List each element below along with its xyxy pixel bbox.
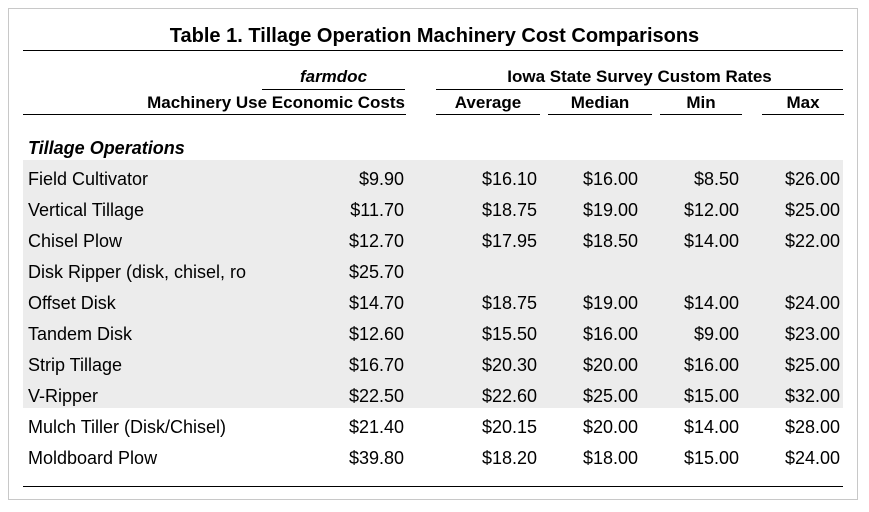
row-average-value: $17.95 [481,231,537,251]
row-max-value: $23.00 [784,324,840,344]
row-econ-value: $14.70 [348,293,404,313]
row-min-value: $8.50 [693,169,739,189]
row-average-value: $18.75 [481,200,537,220]
row-max-value: $22.00 [784,231,840,251]
row-econ-value: $9.90 [358,169,404,189]
row-median-value: $19.00 [582,293,638,313]
row-econ-value: $16.70 [348,355,404,375]
title-rule [23,50,843,51]
row-label: Chisel Plow [28,231,123,251]
farmdoc-header-rule [262,89,405,90]
row-label: V-Ripper [28,386,99,406]
min-header: Min [686,93,716,112]
row-label: Vertical Tillage [28,200,145,220]
row-max-value: $28.00 [784,417,840,437]
row-econ-value: $12.70 [348,231,404,251]
row-max-value: $26.00 [784,169,840,189]
row-average-value: $20.30 [481,355,537,375]
row-max-value: $24.00 [784,448,840,468]
row-econ-value: $11.70 [350,200,404,220]
row-average-value: $16.10 [481,169,537,189]
row-econ-value: $22.50 [348,386,404,406]
row-min-value: $14.00 [683,417,739,437]
row-median-value: $16.00 [582,324,638,344]
row-median-value: $25.00 [582,386,638,406]
row-label: Disk Ripper (disk, chisel, ro [28,262,247,282]
machinery-use-header: Machinery Use Economic Costs [147,93,405,112]
min-header-rule [660,114,742,115]
row-min-value: $14.00 [683,231,739,251]
row-min-value: $9.00 [693,324,739,344]
row-label: Moldboard Plow [28,448,158,468]
row-median-value: $18.50 [582,231,638,251]
survey-group-header: Iowa State Survey Custom Rates [507,67,772,86]
row-average-value: $22.60 [481,386,537,406]
row-median-value: $18.00 [582,448,638,468]
row-max-value: $25.00 [784,355,840,375]
row-econ-value: $25.70 [348,262,404,282]
farmdoc-header: farmdoc [299,67,368,86]
machinery-header-rule [23,114,406,115]
max-header-rule [762,114,844,115]
row-label: Strip Tillage [28,355,123,375]
row-econ-value: $12.60 [348,324,404,344]
row-label: Field Cultivator [28,169,149,189]
row-econ-value: $21.40 [348,417,404,437]
survey-header-rule [436,89,843,90]
table-title: Table 1. Tillage Operation Machinery Cos… [169,25,700,47]
row-average-value: $18.75 [481,293,537,313]
average-header: Average [454,93,522,112]
row-min-value: $12.00 [683,200,739,220]
row-min-value: $15.00 [683,386,739,406]
section-label: Tillage Operations [28,138,185,158]
row-min-value: $14.00 [683,293,739,313]
median-header-rule [548,114,652,115]
row-average-value: $20.15 [481,417,537,437]
row-min-value: $16.00 [683,355,739,375]
row-econ-value: $39.80 [348,448,404,468]
bottom-rule [23,486,843,487]
row-min-value: $15.00 [683,448,739,468]
shaded-band [23,160,843,408]
row-max-value: $25.00 [784,200,840,220]
max-header: Max [786,93,820,112]
row-median-value: $20.00 [582,355,638,375]
row-median-value: $19.00 [582,200,638,220]
row-max-value: $32.00 [784,386,840,406]
average-header-rule [436,114,540,115]
row-average-value: $18.20 [481,448,537,468]
row-max-value: $24.00 [784,293,840,313]
row-label: Mulch Tiller (Disk/Chisel) [28,417,227,437]
row-median-value: $16.00 [582,169,638,189]
row-label: Tandem Disk [28,324,133,344]
row-label: Offset Disk [28,293,116,313]
median-header: Median [570,93,630,112]
row-average-value: $15.50 [481,324,537,344]
row-median-value: $20.00 [582,417,638,437]
